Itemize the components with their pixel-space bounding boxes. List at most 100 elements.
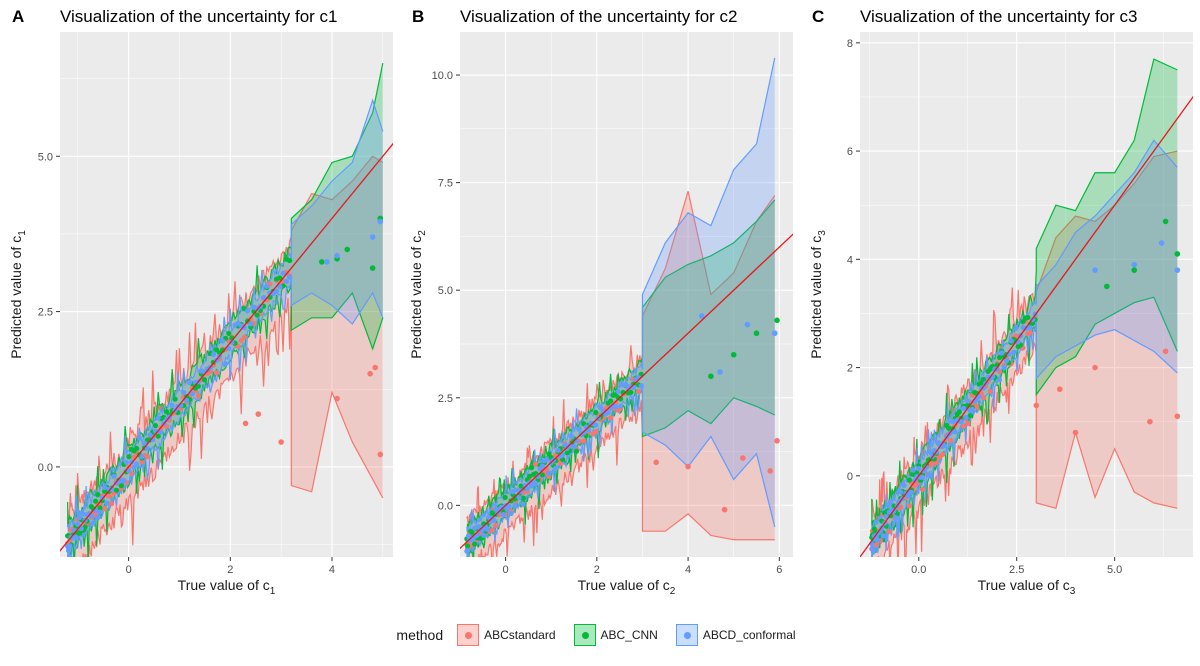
x-tick-label: 0 [126, 564, 132, 576]
y-axis-title: Predicted value of c3 [808, 230, 828, 359]
point [593, 409, 599, 416]
lower-bound-abcstandard [478, 400, 775, 557]
point [1162, 218, 1169, 225]
point [76, 515, 82, 521]
point [464, 547, 471, 554]
point [916, 466, 922, 472]
point [506, 503, 512, 509]
point [576, 426, 582, 432]
point [919, 474, 926, 480]
point [139, 459, 145, 465]
legend-key-abcstandard [457, 624, 480, 646]
point [628, 389, 634, 395]
lower-bound-abcd_conformal [466, 383, 776, 557]
point [615, 388, 621, 395]
axes: 0 2 4 0.0 2.5 5.0 [38, 151, 335, 576]
point [963, 414, 969, 421]
point [155, 433, 161, 439]
point [101, 484, 108, 490]
point [774, 317, 780, 324]
point [965, 398, 971, 404]
point [134, 445, 140, 452]
point [980, 395, 987, 401]
panel-background [460, 32, 793, 557]
y-tick-label: 2.5 [438, 393, 453, 405]
legend-item-abcstandard: ABCstandard [457, 624, 556, 646]
point [111, 473, 117, 479]
point [1001, 364, 1007, 370]
point [377, 451, 384, 458]
point [544, 456, 550, 462]
y-tick-label: 5.0 [38, 151, 53, 163]
point [484, 526, 490, 532]
point [99, 495, 105, 501]
point [950, 418, 956, 424]
point [147, 432, 153, 438]
y-tick-label: 6 [847, 146, 853, 158]
point [740, 455, 746, 461]
point [155, 415, 161, 421]
point [927, 449, 933, 455]
point [613, 404, 619, 410]
point [883, 513, 889, 520]
point [226, 330, 232, 337]
point [260, 294, 267, 301]
point [875, 537, 881, 543]
point [960, 405, 967, 411]
legend-label: ABCstandard [484, 628, 556, 642]
point [1033, 402, 1040, 409]
point [334, 395, 340, 402]
point [369, 234, 376, 240]
point [518, 483, 524, 489]
point [533, 481, 539, 487]
point [514, 487, 520, 493]
point [919, 486, 926, 493]
lower-bound-abcstandard [876, 340, 1178, 557]
point [999, 350, 1005, 356]
point [886, 528, 892, 535]
point [106, 493, 112, 499]
point [223, 361, 229, 367]
point [73, 534, 79, 540]
point [516, 494, 522, 500]
point [557, 460, 563, 466]
point [470, 536, 476, 543]
point [126, 468, 132, 474]
axes: 0 2 4 6 0.0 2.5 5.0 7.5 10.0 [432, 70, 783, 576]
point [464, 543, 471, 549]
chart-title: Visualization of the uncertainty for c1 [60, 7, 338, 26]
point [1008, 338, 1014, 344]
point [95, 515, 101, 521]
legend-item-abc-cnn: ABC_CNN [573, 624, 658, 646]
point [593, 429, 599, 435]
point [144, 454, 150, 460]
point [698, 313, 705, 319]
upper-bound-abc_cnn [871, 58, 1178, 529]
point [377, 218, 384, 225]
point [581, 430, 587, 436]
point [1027, 325, 1033, 331]
point [189, 391, 196, 397]
y-tick-label: 5.0 [438, 285, 453, 297]
point [1147, 418, 1153, 425]
point [771, 330, 778, 337]
point [539, 463, 545, 469]
point [1104, 283, 1110, 290]
point [569, 434, 575, 440]
legend-title: method [396, 627, 444, 643]
point [969, 406, 975, 412]
legend-item-abcd-conformal: ABCD_conformal [675, 624, 796, 646]
point [1003, 358, 1010, 364]
point [254, 312, 260, 318]
point [65, 547, 72, 554]
point [892, 514, 899, 521]
panel-tag: C [812, 7, 824, 26]
point [952, 429, 958, 435]
point [489, 527, 495, 534]
point [481, 532, 487, 538]
point [242, 420, 249, 427]
point [906, 477, 913, 483]
x-tick-label: 2.5 [1009, 564, 1024, 576]
point [721, 506, 728, 513]
point [491, 517, 497, 523]
